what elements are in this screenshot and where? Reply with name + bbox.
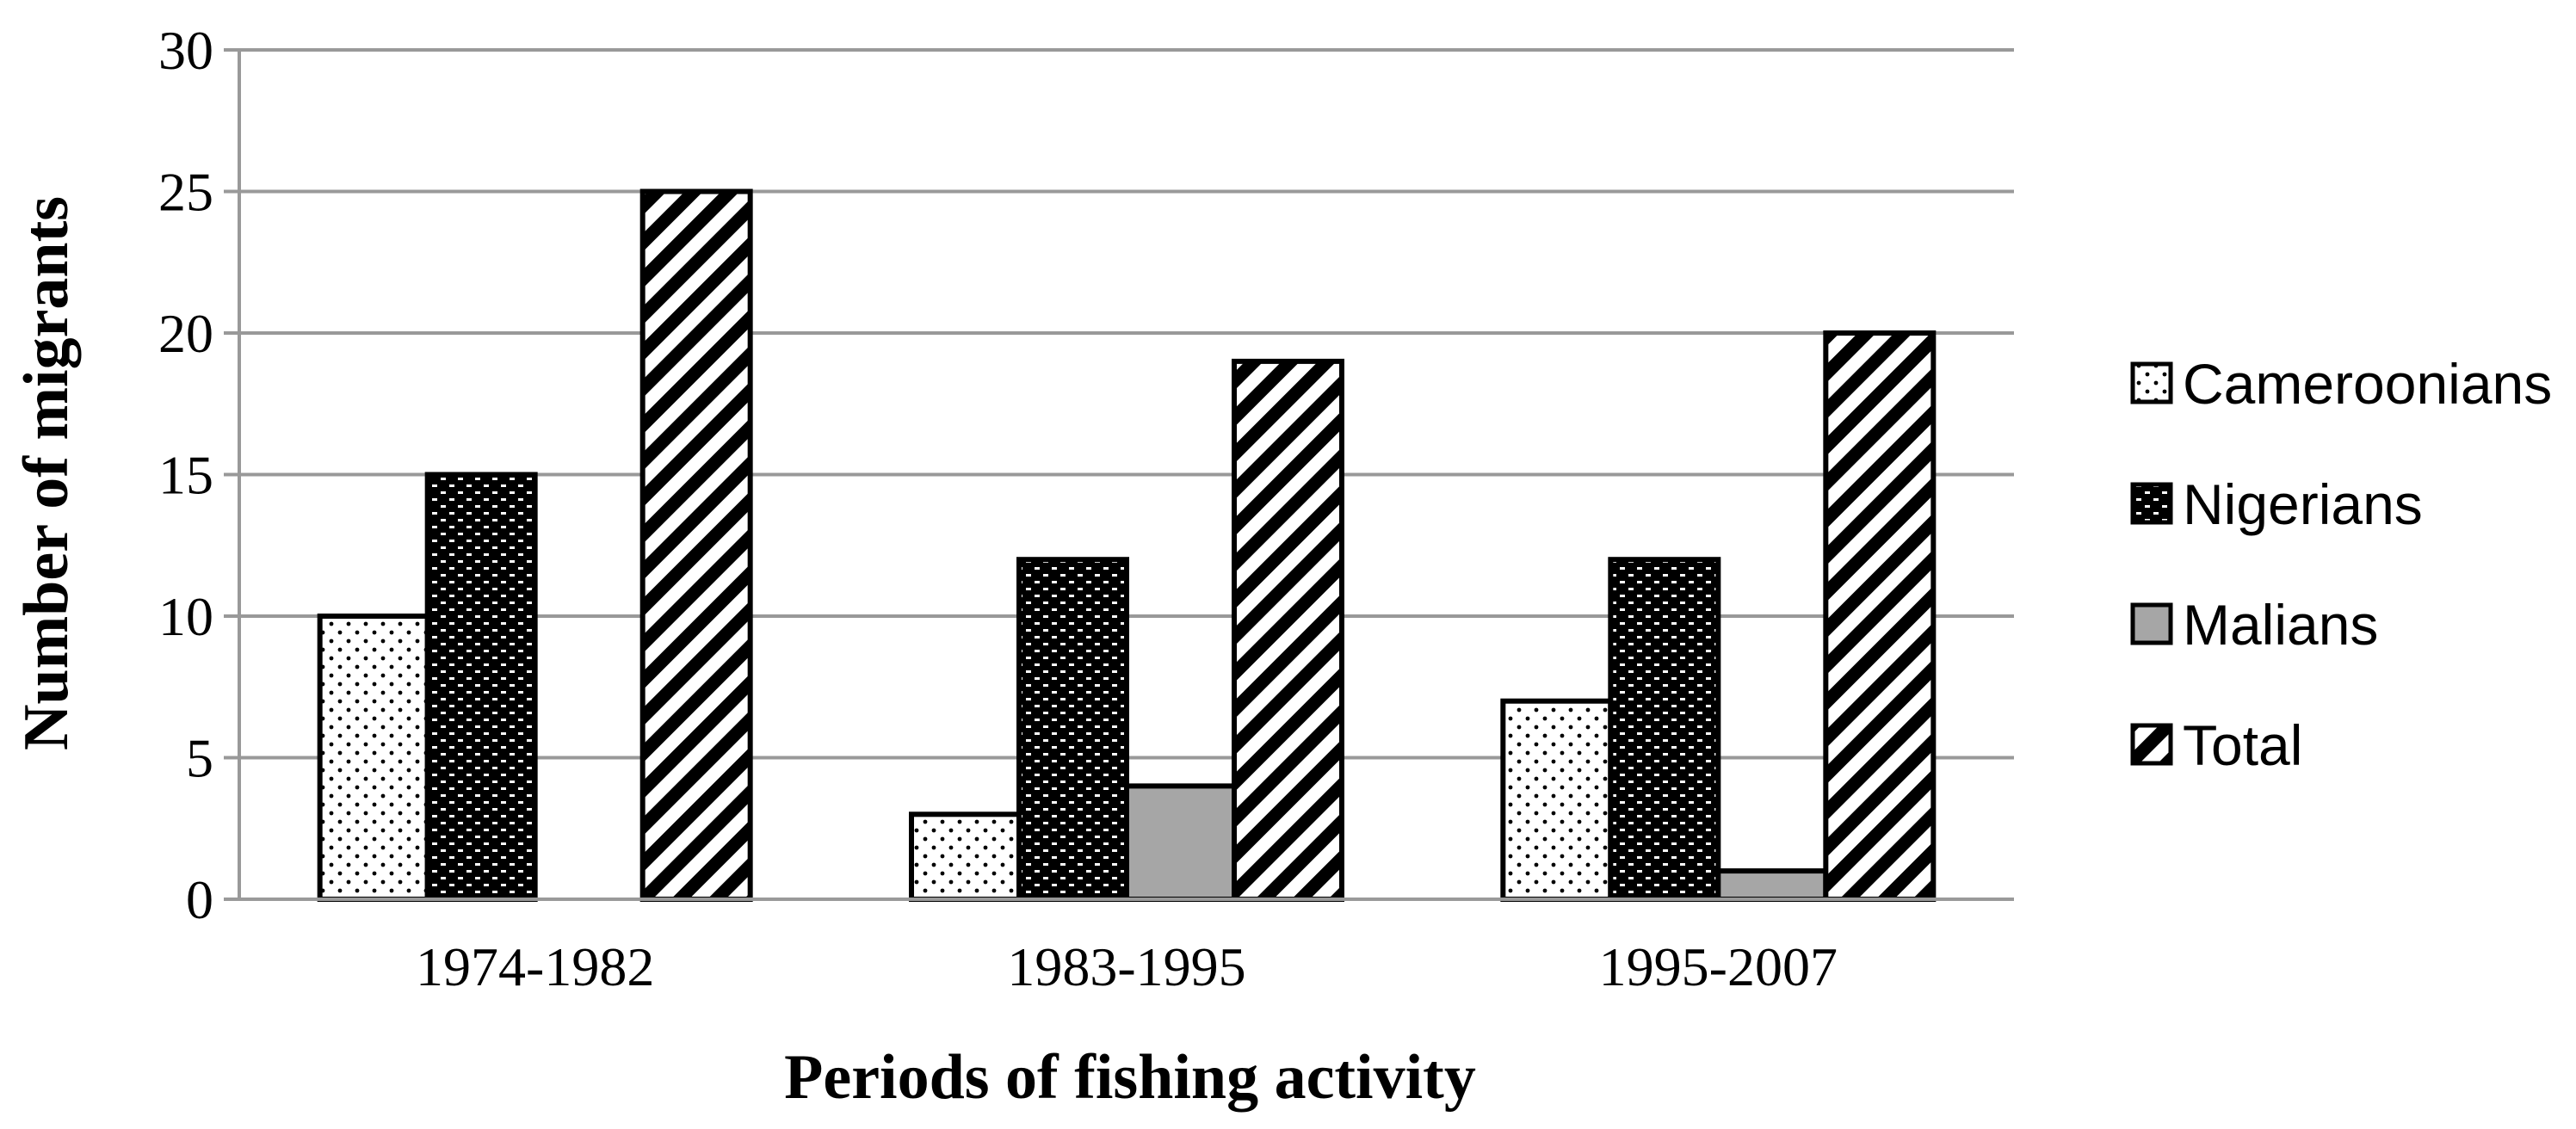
y-tick-label: 25 — [158, 162, 213, 223]
x-tick-label: 1983-1995 — [1007, 936, 1245, 997]
y-axis-title: Number of migrants — [11, 196, 82, 750]
legend-label-cameroonians: Cameroonians — [2183, 352, 2552, 416]
bars — [317, 188, 1937, 903]
x-axis-title: Periods of fishing activity — [784, 1042, 1476, 1113]
bar-total-1983-1995 — [1232, 358, 1344, 902]
bar-malians-1995-2007 — [1715, 868, 1829, 902]
legend: Cameroonians Nigerians Malians Total — [2130, 352, 2552, 777]
legend-swatch-cameroonians — [2130, 361, 2173, 404]
bar-total-1974-1982 — [639, 188, 753, 902]
x-tick-label: 1974-1982 — [416, 936, 654, 997]
bar-nigerians-1983-1995 — [1016, 557, 1129, 902]
bar-cameroonians-1995-2007 — [1500, 698, 1614, 903]
y-tick-label: 10 — [158, 586, 213, 647]
bar-cameroonians-1983-1995 — [909, 811, 1022, 902]
x-tick-label: 1995-2007 — [1599, 936, 1838, 997]
legend-label-nigerians: Nigerians — [2183, 472, 2423, 536]
bar-nigerians-1995-2007 — [1608, 557, 1721, 902]
legend-label-malians: Malians — [2183, 593, 2378, 657]
bar-cameroonians-1974-1982 — [317, 614, 430, 902]
bar-total-1995-2007 — [1823, 330, 1937, 902]
legend-swatch-malians — [2130, 602, 2173, 645]
x-axis: 1974-1982 1983-1995 1995-2007 — [239, 898, 2014, 997]
legend-swatch-nigerians — [2130, 482, 2173, 525]
legend-label-total: Total — [2183, 713, 2302, 777]
bar-nigerians-1974-1982 — [424, 472, 538, 902]
bar-malians-1983-1995 — [1124, 783, 1237, 903]
y-tick-label: 15 — [158, 445, 213, 506]
y-tick-label: 20 — [158, 303, 213, 364]
y-tick-label: 30 — [158, 20, 213, 81]
y-axis: 0 5 10 15 20 25 30 — [158, 20, 241, 930]
y-tick-label: 5 — [186, 728, 213, 789]
legend-swatch-total — [2130, 723, 2173, 766]
y-tick-label: 0 — [186, 869, 213, 930]
